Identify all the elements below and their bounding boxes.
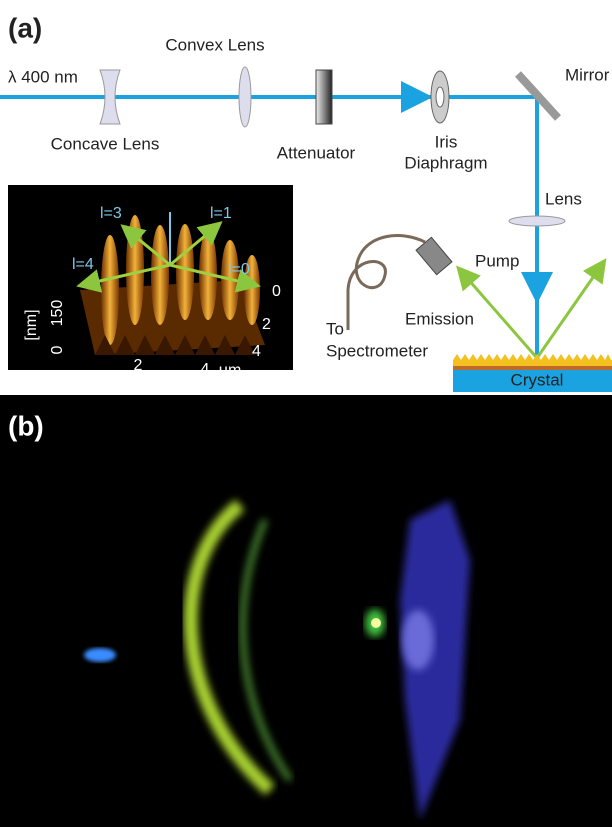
convex-lens: [239, 67, 251, 127]
emission-arrow: [537, 263, 603, 358]
y-tick-label: 0: [272, 283, 281, 300]
iris-label: Diaphragm: [404, 153, 487, 172]
panel-label: (b): [8, 410, 44, 441]
emission-label: Emission: [405, 309, 474, 328]
y-tick-label: 2: [262, 316, 271, 333]
lens-label: Lens: [545, 189, 582, 208]
z-axis-label: [nm]: [23, 309, 40, 340]
detector: [416, 237, 452, 274]
x-tick-label: 4: [201, 361, 210, 378]
order-label: l=1: [210, 205, 232, 222]
crystal-label: Crystal: [511, 370, 564, 389]
iris-hole: [436, 87, 444, 107]
order-label: l=3: [100, 205, 122, 222]
x-tick-label: 2: [134, 357, 143, 374]
crystal-grating: [453, 354, 611, 360]
attenuator: [316, 70, 332, 124]
x-unit-label: μm: [219, 362, 242, 379]
crystal-layer: [453, 366, 612, 370]
concave-lens-label: Concave Lens: [51, 134, 160, 153]
figure: (a) λ 400 nm Concave Lens Convex Lens At…: [0, 0, 612, 827]
crystal-top: [453, 360, 612, 366]
wavelength-label: λ 400 nm: [8, 67, 78, 86]
convex-lens-label: Convex Lens: [165, 35, 264, 54]
attenuator-label: Attenuator: [277, 143, 356, 162]
z-tick-label: 150: [49, 300, 66, 327]
order-label: l=0: [228, 261, 250, 278]
y-tick-label: 4: [252, 343, 261, 360]
order-label: l=4: [72, 256, 94, 273]
pump-label: Pump: [475, 251, 519, 270]
spectrometer-label: Spectrometer: [326, 341, 428, 360]
mirror-label: Mirror: [565, 65, 610, 84]
spectrometer-label: To: [326, 319, 344, 338]
iris-label: Iris: [435, 132, 458, 151]
panel-label: (a): [8, 12, 42, 43]
photo: [0, 395, 612, 827]
z-tick-label: 0: [49, 345, 66, 354]
lens: [509, 216, 565, 226]
